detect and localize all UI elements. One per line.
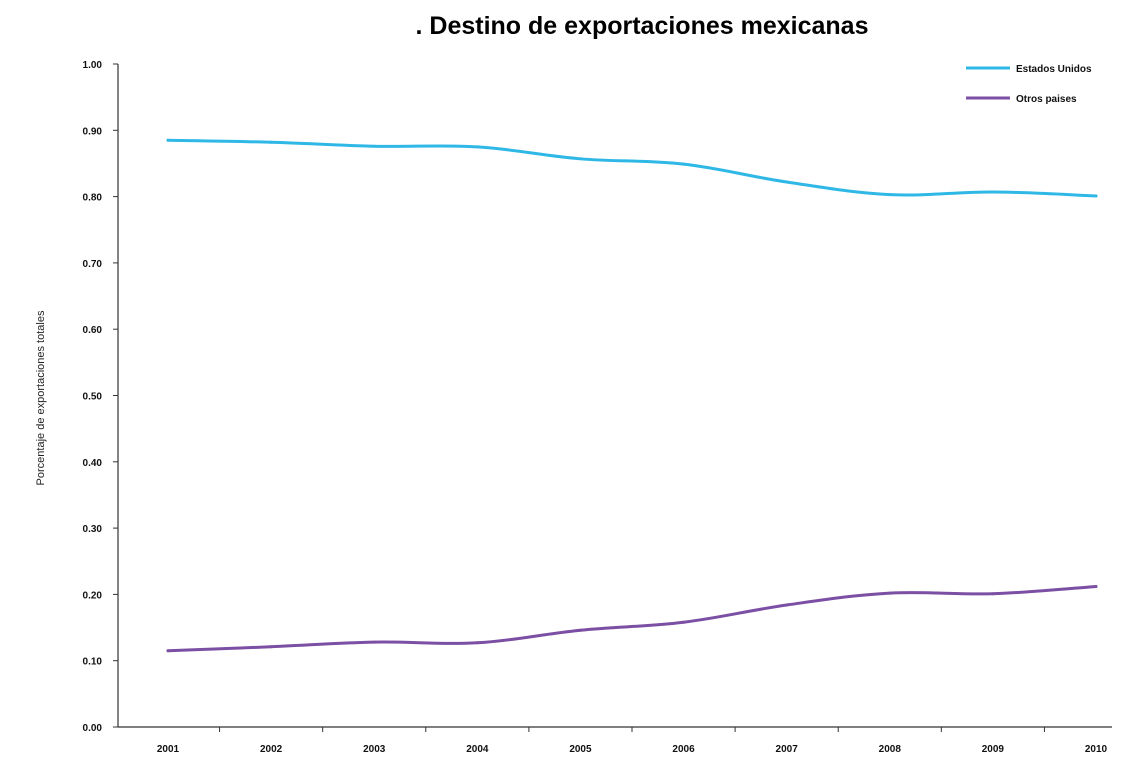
series-point	[269, 645, 273, 649]
series-point	[682, 162, 686, 166]
x-tick-label: 2007	[776, 744, 799, 755]
x-tick-label: 2009	[982, 744, 1005, 755]
y-tick-label: 0.40	[83, 458, 103, 469]
series-lines	[166, 138, 1098, 653]
chart-title: . Destino de exportaciones mexicanas	[416, 12, 869, 40]
x-tick-label: 2006	[672, 744, 695, 755]
y-tick-label: 0.10	[83, 657, 103, 668]
series-point	[785, 180, 789, 184]
series-point	[372, 640, 376, 644]
series-point	[1094, 584, 1098, 588]
series-point	[166, 138, 170, 142]
series-line-1	[166, 584, 1098, 653]
series-point	[372, 144, 376, 148]
series-point	[475, 145, 479, 149]
x-tick-label: 2004	[466, 744, 489, 755]
y-axis-label: Porcentaje de exportaciones totales	[35, 310, 47, 485]
y-tick-label: 0.70	[83, 259, 103, 270]
x-tick-label: 2005	[569, 744, 592, 755]
series-point	[888, 193, 892, 197]
series-point	[1094, 194, 1098, 198]
series-point	[785, 603, 789, 607]
x-tick-label: 2002	[260, 744, 283, 755]
series-point	[888, 591, 892, 595]
series-point	[682, 620, 686, 624]
legend-label: Otros paises	[1016, 94, 1077, 105]
series-point	[475, 641, 479, 645]
legend-label: Estados Unidos	[1016, 64, 1092, 75]
series-point	[991, 592, 995, 596]
series-point	[578, 628, 582, 632]
y-tick-label: 0.80	[83, 193, 103, 204]
x-tick-label: 2010	[1085, 744, 1108, 755]
series-point	[578, 157, 582, 161]
x-tick-label: 2001	[157, 744, 180, 755]
series-point	[269, 140, 273, 144]
y-tick-label: 0.20	[83, 590, 103, 601]
x-tick-label: 2003	[363, 744, 386, 755]
series-line-0	[166, 138, 1098, 198]
y-tick-label: 0.60	[83, 325, 103, 336]
y-tick-label: 0.30	[83, 524, 103, 535]
series-point	[991, 190, 995, 194]
y-tick-label: 0.50	[83, 392, 103, 403]
series-point	[166, 649, 170, 653]
legend: Estados Unidos Otros paises	[966, 64, 1092, 105]
y-tick-label: 0.90	[83, 126, 103, 137]
y-tick-label: 1.00	[83, 60, 103, 71]
y-tick-label: 0.00	[83, 723, 103, 734]
x-tick-label: 2008	[879, 744, 902, 755]
axis-ticks: 0.00 0.10 0.20 0.30 0.40 0.50 0.60 0.70 0.80 0.90…	[83, 60, 1108, 755]
